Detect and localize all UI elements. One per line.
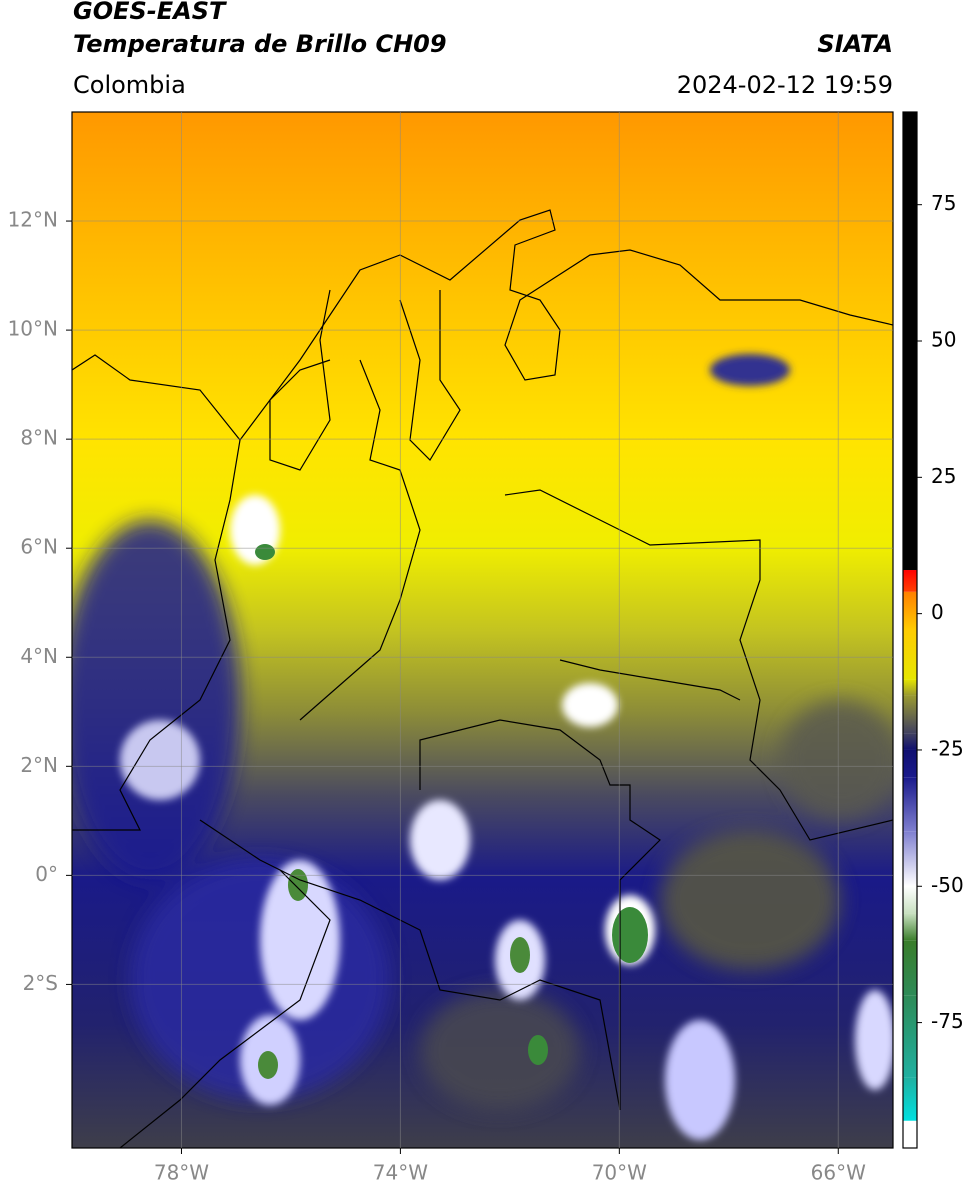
colorbar-tick-label: 50 [931, 328, 956, 352]
colorbar-segment [903, 1077, 917, 1121]
colorbar-segment [903, 630, 917, 680]
region: Colombia [73, 71, 186, 99]
y-tick-label: 6°N [20, 535, 58, 559]
colorbar-frame [902, 111, 918, 1149]
x-tick-label: 78°W [154, 1161, 209, 1185]
colorbar-tick-label: 25 [931, 464, 956, 488]
colorbar-segment [903, 591, 917, 630]
y-tick-label: 2°N [20, 753, 58, 777]
colorbar-segment [903, 695, 917, 734]
colorbar-segment [903, 1120, 917, 1148]
y-tick-label: 8°N [20, 426, 58, 450]
colorbar-segment [903, 570, 917, 592]
y-tick-label: 4°N [20, 644, 58, 668]
x-tick-label: 70°W [592, 1161, 647, 1185]
satellite-image [72, 112, 893, 1148]
colorbar-tick-label: -50 [931, 873, 964, 897]
map-frame [71, 111, 894, 1149]
coastlines-and-borders [72, 209, 893, 1148]
datetime: 2024-02-12 19:59 [677, 71, 893, 99]
colorbar-segment [903, 112, 917, 571]
colorbar-segment [903, 831, 917, 887]
colorbar-tick-label: 0 [931, 600, 944, 624]
y-tick-label: 2°S [23, 971, 58, 995]
y-tick-label: 0° [35, 862, 58, 886]
colorbar-segment [903, 733, 917, 750]
colorbar-tick-label: -25 [931, 736, 964, 760]
colorbar-segment [903, 940, 917, 996]
x-tick-label: 74°W [373, 1161, 428, 1185]
colorbar-tick-label: -75 [931, 1009, 964, 1033]
colorbar-segment [903, 995, 917, 1078]
colorbar-segment [903, 777, 917, 832]
colorbar-segment [903, 913, 917, 941]
colorbar-segment [903, 679, 917, 696]
colorbar-segment [903, 749, 917, 778]
y-tick-label: 10°N [8, 317, 58, 341]
y-tick-label: 12°N [8, 208, 58, 232]
x-tick-label: 66°W [811, 1161, 866, 1185]
source: SIATA [817, 30, 893, 58]
subtitle: Temperatura de Brillo CH09 [73, 30, 447, 58]
title: GOES-EAST [73, 0, 227, 25]
colorbar-segment [903, 886, 917, 914]
colorbar-tick-label: 75 [931, 191, 956, 215]
